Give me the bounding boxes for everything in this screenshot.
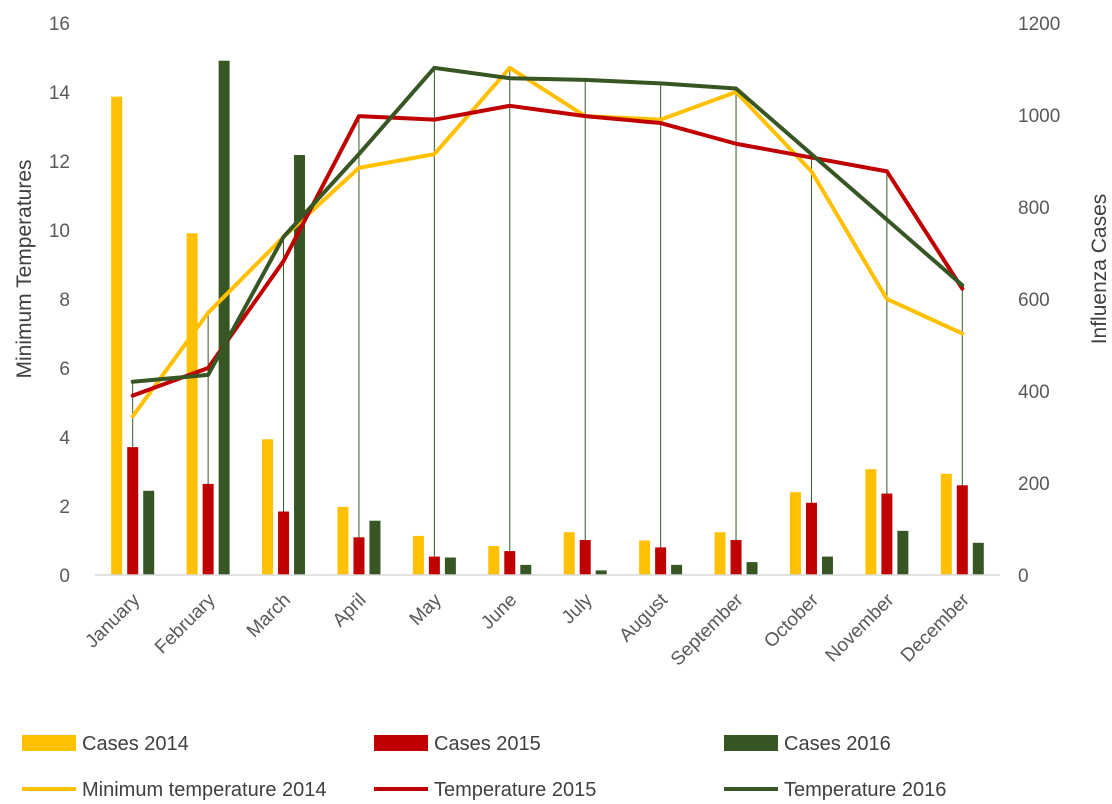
x-tick-label: February <box>151 589 220 658</box>
bar <box>294 155 306 575</box>
bar <box>143 490 155 575</box>
legend-label: Cases 2016 <box>784 733 891 755</box>
bar <box>202 483 214 575</box>
x-tick-label: November <box>822 589 899 666</box>
x-tick-label: June <box>477 590 521 634</box>
bar <box>897 530 909 575</box>
right-tick-label: 800 <box>1018 198 1050 219</box>
legend-label: Temperature 2015 <box>434 779 596 801</box>
bars <box>111 60 984 576</box>
bar <box>353 537 365 575</box>
bar <box>369 520 381 575</box>
x-axis-ticks: January February March April May June July Augu… <box>82 589 975 670</box>
bar <box>730 540 742 575</box>
y-axis-left-title: Minimum Temperatures <box>13 159 36 378</box>
bar <box>940 473 952 575</box>
x-tick-label: March <box>243 590 295 642</box>
left-tick-label: 2 <box>59 497 70 518</box>
bar <box>789 492 801 575</box>
x-tick-label: January <box>82 589 145 652</box>
x-tick-label: October <box>760 589 823 652</box>
bar <box>563 532 575 575</box>
series-line <box>130 65 965 419</box>
left-tick-label: 16 <box>49 14 70 35</box>
bar <box>579 540 591 575</box>
bar <box>504 551 516 575</box>
legend-label: Cases 2015 <box>434 733 541 755</box>
legend-label: Minimum temperature 2014 <box>82 779 327 801</box>
x-tick-label: April <box>329 590 371 632</box>
bar <box>595 570 607 575</box>
x-tick-label: August <box>615 589 672 646</box>
bar <box>639 540 651 575</box>
legend-swatch <box>724 735 778 751</box>
left-tick-label: 10 <box>49 221 70 242</box>
bar <box>444 557 456 575</box>
bar <box>337 506 349 575</box>
left-tick-label: 8 <box>59 290 70 311</box>
bar <box>412 535 424 575</box>
bar <box>428 556 440 575</box>
bar <box>262 439 274 575</box>
right-tick-label: 1200 <box>1018 14 1060 35</box>
bar <box>821 556 833 575</box>
x-tick-label: May <box>406 589 447 630</box>
right-tick-label: 200 <box>1018 474 1050 495</box>
bar <box>956 485 968 575</box>
x-tick-label: September <box>667 589 748 670</box>
bar <box>746 562 758 575</box>
bar <box>218 60 230 576</box>
right-tick-label: 0 <box>1018 566 1029 587</box>
legend: Cases 2014 Cases 2015 Cases 2016 Minimum te… <box>22 733 946 801</box>
bar <box>865 469 877 575</box>
bar <box>671 564 683 575</box>
left-tick-label: 6 <box>59 359 70 380</box>
right-tick-label: 400 <box>1018 382 1050 403</box>
bar <box>278 511 290 575</box>
x-tick-label: July <box>558 589 597 628</box>
legend-label: Temperature 2016 <box>784 779 946 801</box>
right-tick-label: 1000 <box>1018 106 1060 127</box>
legend-label: Cases 2014 <box>82 733 189 755</box>
drop-lines <box>132 67 963 575</box>
left-tick-label: 12 <box>49 152 70 173</box>
bar <box>972 542 984 575</box>
bar <box>127 447 139 575</box>
right-y-axis-ticks: 0 200 400 600 800 1000 1200 <box>1018 14 1060 587</box>
bar <box>714 532 726 575</box>
series-line <box>130 103 965 398</box>
left-tick-label: 4 <box>59 428 70 449</box>
y-axis-right-title: Influenza Cases <box>1088 194 1111 345</box>
bar <box>655 547 667 575</box>
x-tick-label: December <box>897 589 974 666</box>
bar <box>186 233 198 575</box>
bar <box>881 493 893 575</box>
bar <box>805 502 817 575</box>
series-line <box>130 65 965 384</box>
left-tick-label: 14 <box>49 83 71 104</box>
left-tick-label: 0 <box>59 566 70 587</box>
bar <box>488 546 500 575</box>
right-tick-label: 600 <box>1018 290 1050 311</box>
bar <box>520 564 532 575</box>
bar <box>111 96 123 575</box>
left-y-axis-ticks: 0 2 4 6 8 10 12 14 16 <box>49 14 71 587</box>
legend-swatch <box>22 735 76 751</box>
series-lines <box>130 65 965 419</box>
legend-swatch <box>374 735 428 751</box>
